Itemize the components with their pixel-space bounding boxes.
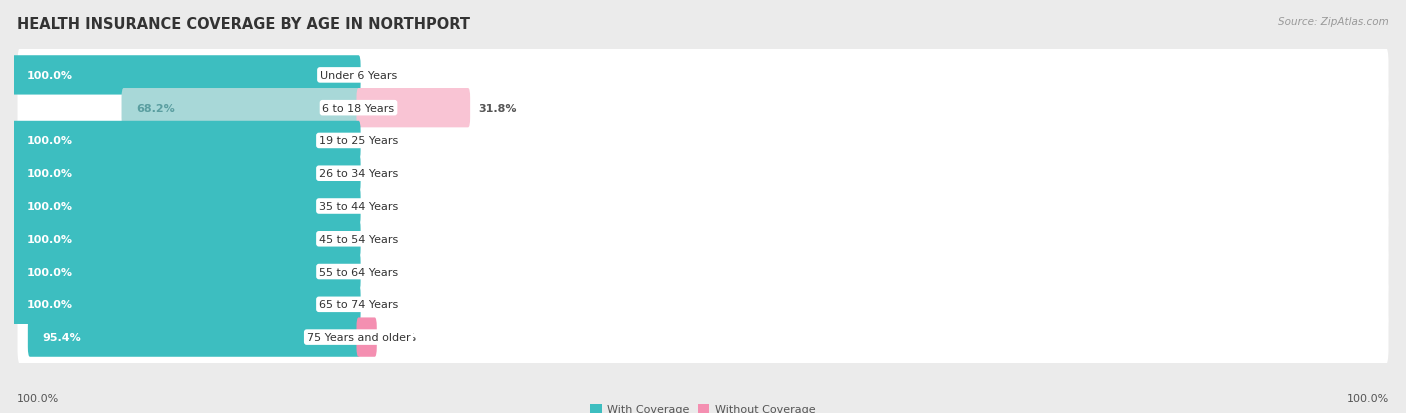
FancyBboxPatch shape <box>13 252 360 292</box>
Text: 0.0%: 0.0% <box>368 267 399 277</box>
Text: 100.0%: 100.0% <box>27 136 73 146</box>
Text: 26 to 34 Years: 26 to 34 Years <box>319 169 398 179</box>
Text: 0.0%: 0.0% <box>368 234 399 244</box>
FancyBboxPatch shape <box>17 80 1389 137</box>
Text: 65 to 74 Years: 65 to 74 Years <box>319 299 398 310</box>
Text: 0.0%: 0.0% <box>368 299 399 310</box>
Text: 100.0%: 100.0% <box>27 169 73 179</box>
Text: 31.8%: 31.8% <box>478 103 517 114</box>
Text: 100.0%: 100.0% <box>27 234 73 244</box>
Text: 0.0%: 0.0% <box>368 169 399 179</box>
Text: 75 Years and older: 75 Years and older <box>307 332 411 342</box>
Text: Under 6 Years: Under 6 Years <box>321 71 396 81</box>
Text: 0.0%: 0.0% <box>368 136 399 146</box>
Text: 55 to 64 Years: 55 to 64 Years <box>319 267 398 277</box>
Text: 100.0%: 100.0% <box>27 71 73 81</box>
FancyBboxPatch shape <box>17 47 1389 104</box>
FancyBboxPatch shape <box>17 276 1389 333</box>
FancyBboxPatch shape <box>13 121 360 161</box>
Text: 4.7%: 4.7% <box>385 332 416 342</box>
Text: 35 to 44 Years: 35 to 44 Years <box>319 202 398 211</box>
FancyBboxPatch shape <box>13 285 360 324</box>
Legend: With Coverage, Without Coverage: With Coverage, Without Coverage <box>591 404 815 413</box>
FancyBboxPatch shape <box>13 220 360 259</box>
FancyBboxPatch shape <box>357 318 377 357</box>
Text: 6 to 18 Years: 6 to 18 Years <box>322 103 395 114</box>
FancyBboxPatch shape <box>17 211 1389 267</box>
FancyBboxPatch shape <box>17 244 1389 300</box>
Text: 19 to 25 Years: 19 to 25 Years <box>319 136 398 146</box>
FancyBboxPatch shape <box>13 154 360 193</box>
FancyBboxPatch shape <box>13 56 360 95</box>
FancyBboxPatch shape <box>13 187 360 226</box>
FancyBboxPatch shape <box>357 89 470 128</box>
Text: 100.0%: 100.0% <box>27 267 73 277</box>
Text: 100.0%: 100.0% <box>27 202 73 211</box>
Text: 68.2%: 68.2% <box>136 103 174 114</box>
Text: 0.0%: 0.0% <box>368 71 399 81</box>
Text: 95.4%: 95.4% <box>42 332 82 342</box>
FancyBboxPatch shape <box>28 318 360 357</box>
Text: 100.0%: 100.0% <box>27 299 73 310</box>
FancyBboxPatch shape <box>121 89 360 128</box>
Text: 45 to 54 Years: 45 to 54 Years <box>319 234 398 244</box>
FancyBboxPatch shape <box>17 178 1389 235</box>
Text: 100.0%: 100.0% <box>17 393 59 403</box>
Text: 0.0%: 0.0% <box>368 202 399 211</box>
FancyBboxPatch shape <box>17 113 1389 169</box>
Text: 100.0%: 100.0% <box>1347 393 1389 403</box>
FancyBboxPatch shape <box>17 309 1389 366</box>
FancyBboxPatch shape <box>17 146 1389 202</box>
Text: Source: ZipAtlas.com: Source: ZipAtlas.com <box>1278 17 1389 26</box>
Text: HEALTH INSURANCE COVERAGE BY AGE IN NORTHPORT: HEALTH INSURANCE COVERAGE BY AGE IN NORT… <box>17 17 470 31</box>
